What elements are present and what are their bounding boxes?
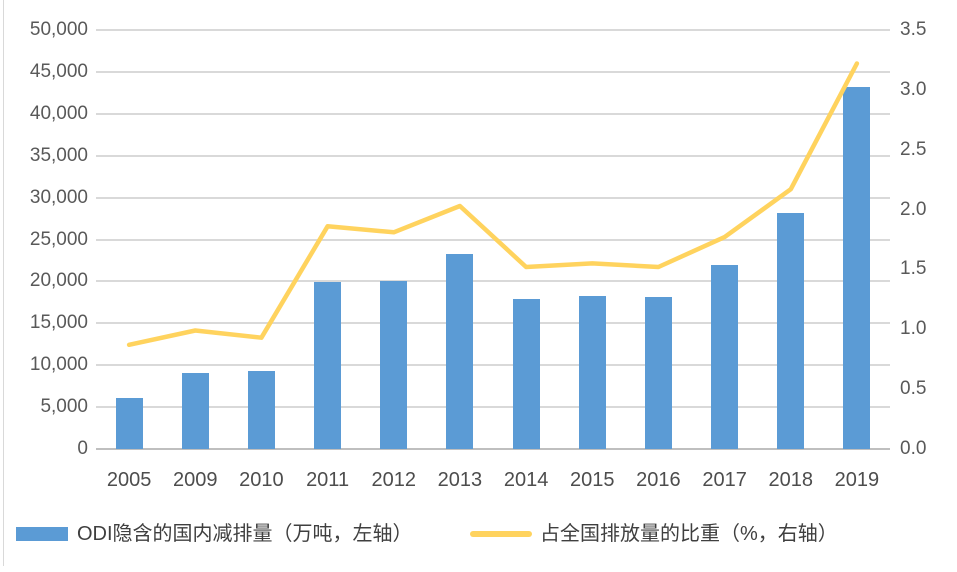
gridline-5000 <box>96 406 890 409</box>
bar-2011 <box>314 282 342 449</box>
right-tick-0.0: 0.0 <box>900 438 927 459</box>
gridline-20000 <box>96 280 890 283</box>
left-tick-20000: 20,000 <box>29 270 88 292</box>
line-series-swatch <box>470 531 532 537</box>
bar-2015 <box>578 296 606 449</box>
x-label-2019: 2019 <box>834 469 880 491</box>
legend-item-bar-series: ODI隐含的国内减排量（万吨，左轴） <box>16 521 413 547</box>
right-tick-2.0: 2.0 <box>900 198 927 220</box>
left-tick-30000: 30,000 <box>29 186 88 208</box>
left-tick-45000: 45,000 <box>29 60 88 82</box>
bar-2005 <box>115 397 143 449</box>
gridline-0 <box>96 448 890 450</box>
x-label-2010: 2010 <box>239 469 284 491</box>
legend-item-line-series: 占全国排放量的比重（%，右轴） <box>470 521 838 547</box>
right-tick-1.0: 1.0 <box>900 318 927 340</box>
gridline-45000 <box>96 70 890 73</box>
bar-2014 <box>512 298 540 449</box>
bar-2019 <box>843 86 871 449</box>
gridline-15000 <box>96 322 890 325</box>
bar-2010 <box>247 371 275 449</box>
left-tick-35000: 35,000 <box>29 144 88 166</box>
left-tick-10000: 10,000 <box>29 354 88 376</box>
right-tick-3.5: 3.5 <box>900 19 927 40</box>
gridline-35000 <box>96 154 890 157</box>
left-tick-50000: 50,000 <box>29 19 88 40</box>
x-label-2017: 2017 <box>702 469 747 491</box>
left-tick-0: 0 <box>77 438 88 459</box>
left-tick-40000: 40,000 <box>29 102 88 124</box>
bar-2013 <box>446 253 474 449</box>
x-label-2005: 2005 <box>106 469 152 491</box>
bar-2017 <box>711 265 739 449</box>
left-tick-15000: 15,000 <box>29 312 88 334</box>
line-series-label: 占全国排放量的比重（%，右轴） <box>540 523 838 545</box>
right-tick-0.5: 0.5 <box>900 378 927 400</box>
bar-2016 <box>644 296 672 449</box>
right-tick-1.5: 1.5 <box>900 258 927 280</box>
bar-2012 <box>380 280 408 449</box>
x-label-2013: 2013 <box>437 469 483 491</box>
x-label-2012: 2012 <box>371 469 417 491</box>
bar-2018 <box>777 213 805 449</box>
gridline-40000 <box>96 112 890 115</box>
right-tick-3.0: 3.0 <box>900 78 927 100</box>
bar-series-swatch <box>16 527 68 541</box>
x-label-2016: 2016 <box>636 469 681 491</box>
bar-2009 <box>181 372 209 449</box>
left-tick-25000: 25,000 <box>29 228 88 250</box>
x-label-2014: 2014 <box>503 469 549 491</box>
gridline-30000 <box>96 196 890 199</box>
chart-left-border <box>3 0 4 566</box>
ratio-line <box>126 61 860 348</box>
gridline-10000 <box>96 364 890 367</box>
x-label-2018: 2018 <box>768 469 814 491</box>
x-label-2011: 2011 <box>306 469 350 491</box>
x-label-2015: 2015 <box>570 469 615 491</box>
right-tick-2.5: 2.5 <box>900 138 927 160</box>
x-label-2009: 2009 <box>173 469 218 491</box>
left-tick-5000: 5,000 <box>40 396 88 418</box>
gridline-50000 <box>96 29 890 31</box>
bar-series-label: ODI隐含的国内减排量（万吨，左轴） <box>77 523 413 545</box>
